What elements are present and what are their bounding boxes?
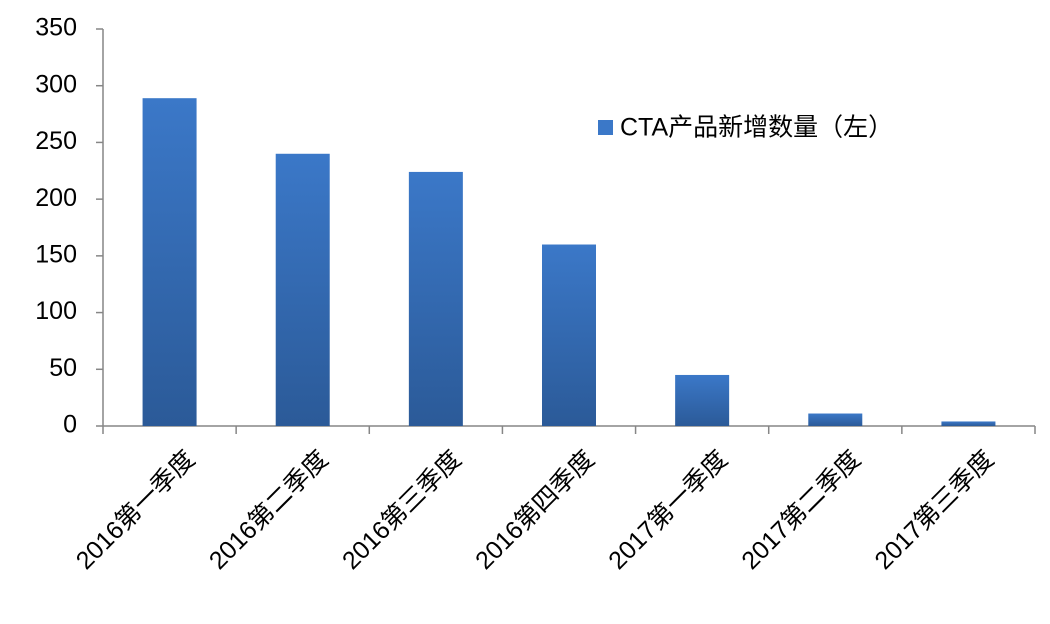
x-tick-label: 2016第三季度 — [337, 445, 467, 575]
y-tick-label: 300 — [35, 70, 77, 98]
y-tick-label: 100 — [35, 297, 77, 325]
y-tick-label: 0 — [63, 411, 77, 439]
legend-label: CTA产品新增数量（左） — [620, 114, 893, 142]
y-tick-label: 50 — [49, 354, 77, 382]
bar — [142, 98, 197, 426]
bar — [408, 171, 463, 426]
bar — [941, 421, 996, 426]
y-tick-label: 150 — [35, 240, 77, 268]
y-tick-label: 200 — [35, 184, 77, 212]
x-tick-label: 2016第二季度 — [204, 445, 334, 575]
bar — [542, 244, 596, 426]
bar — [808, 413, 863, 426]
legend-marker — [598, 120, 613, 135]
bar — [675, 374, 730, 426]
bar — [275, 153, 330, 426]
x-tick-label: 2017第二季度 — [736, 445, 866, 575]
y-tick-label: 250 — [35, 127, 77, 155]
x-tick-label: 2017第三季度 — [870, 445, 1000, 575]
x-tick-label: 2016第一季度 — [71, 445, 201, 575]
x-tick-label: 2017第一季度 — [603, 445, 733, 575]
y-tick-label: 350 — [35, 14, 77, 42]
x-tick-label: 2016第四季度 — [470, 445, 600, 575]
